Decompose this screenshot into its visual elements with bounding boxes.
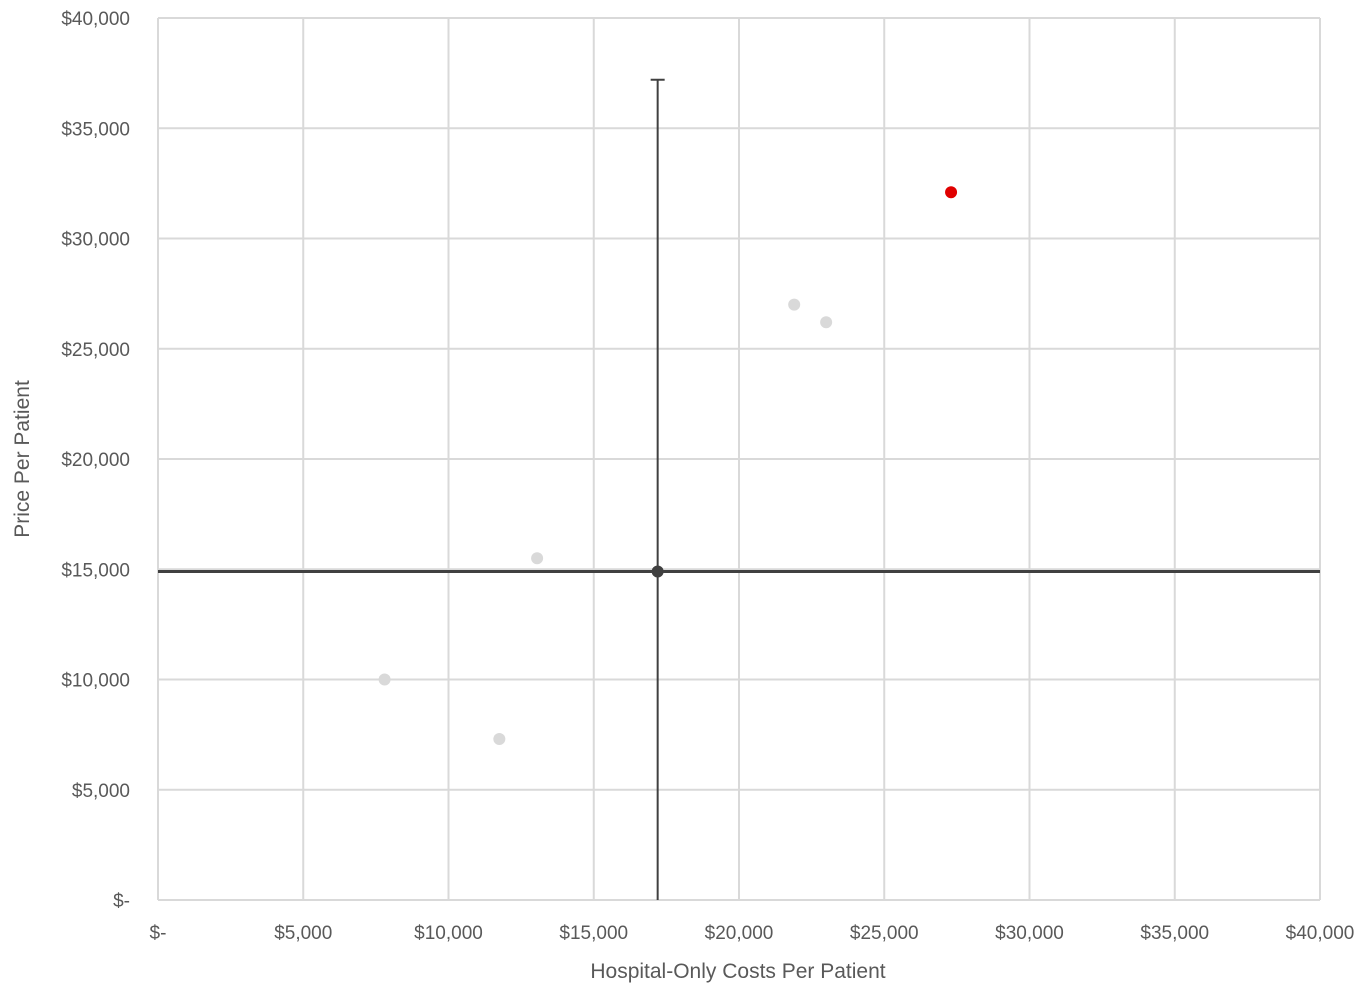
data-point-s0-3 — [788, 298, 801, 311]
x-tick-label-3: $15,000 — [559, 923, 628, 944]
y-tick-label-0: $- — [113, 891, 130, 912]
data-point-s0-4 — [820, 316, 833, 329]
x-axis-ticks: $- $5,000 $10,000 $15,000 $20,000 $25,000 $30,… — [150, 923, 1355, 944]
y-tick-label-5: $25,000 — [61, 340, 130, 361]
data-point-s1-0 — [945, 186, 958, 199]
x-axis-title: Hospital-Only Costs Per Patient — [590, 960, 885, 983]
y-axis-ticks: $- $5,000 $10,000 $15,000 $20,000 $25,000 $30,… — [61, 9, 130, 912]
grid-lines — [157, 17, 1321, 901]
x-tick-label-8: $40,000 — [1286, 923, 1355, 944]
y-tick-label-1: $5,000 — [72, 781, 130, 802]
data-point-s0-1 — [493, 733, 506, 746]
data-point-s0-2 — [531, 552, 544, 565]
x-tick-label-5: $25,000 — [850, 923, 919, 944]
y-tick-label-6: $30,000 — [61, 230, 130, 251]
x-tick-label-2: $10,000 — [414, 923, 483, 944]
x-tick-label-4: $20,000 — [705, 923, 774, 944]
data-point-s2-0 — [651, 565, 664, 578]
data-point-s0-0 — [378, 673, 391, 686]
y-tick-label-4: $20,000 — [61, 450, 130, 471]
y-axis-title: Price Per Patient — [11, 380, 34, 538]
y-tick-label-2: $10,000 — [61, 671, 130, 692]
data-points — [378, 186, 958, 746]
y-tick-label-8: $40,000 — [61, 9, 130, 30]
reference-lines — [158, 78, 1320, 900]
x-tick-label-6: $30,000 — [995, 923, 1064, 944]
y-tick-label-3: $15,000 — [61, 560, 130, 581]
x-tick-label-0: $- — [150, 923, 167, 944]
x-tick-label-1: $5,000 — [274, 923, 332, 944]
x-tick-label-7: $35,000 — [1140, 923, 1209, 944]
y-tick-label-7: $35,000 — [61, 119, 130, 140]
